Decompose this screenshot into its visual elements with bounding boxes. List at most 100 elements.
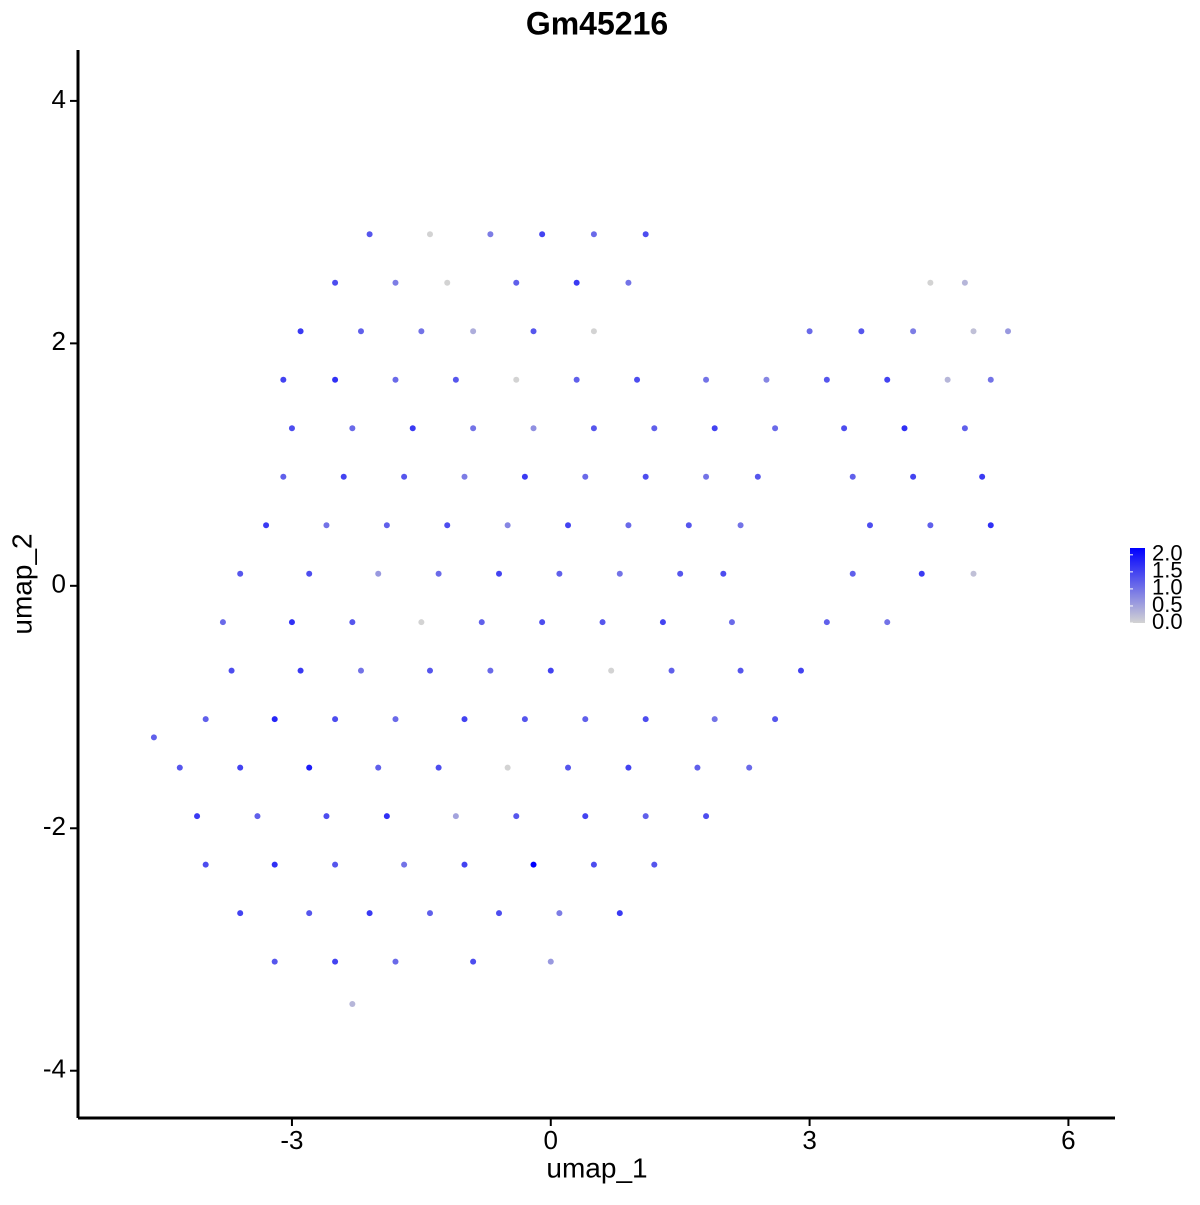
cell-point — [470, 958, 477, 965]
cell-point — [582, 473, 589, 480]
cell-point — [634, 376, 641, 383]
cell-point — [392, 958, 399, 965]
cell-point — [797, 667, 804, 674]
cell-point — [263, 522, 270, 529]
cell-point — [392, 376, 399, 383]
cell-point — [979, 473, 986, 480]
cell-point — [711, 425, 718, 432]
cell-point — [176, 764, 183, 771]
chart-title: Gm45216 — [526, 5, 668, 41]
color-bar — [1130, 548, 1145, 623]
cell-point — [866, 522, 873, 529]
cell-point — [961, 279, 968, 286]
cell-point — [340, 473, 347, 480]
color-bar-label: 0.0 — [1152, 609, 1183, 634]
cell-point — [590, 425, 597, 432]
cell-point — [426, 667, 433, 674]
cell-point — [401, 473, 408, 480]
cell-point — [703, 376, 710, 383]
cell-point — [806, 328, 813, 335]
cell-point — [228, 667, 235, 674]
cell-point — [754, 473, 761, 480]
cell-point — [461, 473, 468, 480]
cell-point — [470, 328, 477, 335]
cell-point — [271, 958, 278, 965]
cell-point — [746, 764, 753, 771]
cell-point — [539, 619, 546, 626]
cell-point — [461, 861, 468, 868]
cell-point — [237, 570, 244, 577]
x-tick-label: 0 — [544, 1125, 558, 1155]
cell-point — [849, 473, 856, 480]
cell-point — [426, 231, 433, 238]
cell-point — [910, 328, 917, 335]
cell-point — [496, 570, 503, 577]
cell-point — [763, 376, 770, 383]
cell-point — [332, 279, 339, 286]
cell-point — [659, 619, 666, 626]
cell-point — [452, 813, 459, 820]
color-bar-label: 2.0 — [1152, 541, 1183, 566]
cell-point — [202, 861, 209, 868]
y-tick-label: 4 — [52, 84, 66, 114]
cell-point — [521, 473, 528, 480]
cell-point — [918, 570, 925, 577]
cell-point — [927, 279, 934, 286]
cell-point — [392, 279, 399, 286]
cell-point — [625, 764, 632, 771]
cell-point — [590, 861, 597, 868]
cell-point — [435, 764, 442, 771]
y-tick-label: -2 — [43, 811, 66, 841]
cell-point — [530, 861, 537, 868]
cell-point — [616, 910, 623, 917]
cell-point — [823, 619, 830, 626]
cell-point — [642, 473, 649, 480]
cell-point — [426, 910, 433, 917]
cell-point — [961, 425, 968, 432]
cell-point — [737, 522, 744, 529]
cell-point — [927, 522, 934, 529]
cell-point — [521, 716, 528, 723]
cell-point — [711, 716, 718, 723]
cell-point — [280, 473, 287, 480]
cell-point — [694, 764, 701, 771]
cell-point — [349, 1001, 356, 1008]
cell-point — [461, 716, 468, 723]
cell-point — [297, 328, 304, 335]
cell-point — [349, 619, 356, 626]
cell-point — [616, 570, 623, 577]
cell-point — [470, 425, 477, 432]
cell-point — [366, 231, 373, 238]
cell-point — [703, 473, 710, 480]
cell-point — [685, 522, 692, 529]
cell-point — [219, 619, 226, 626]
cell-point — [444, 522, 451, 529]
cell-point — [651, 861, 658, 868]
cell-point — [642, 813, 649, 820]
cell-point — [970, 328, 977, 335]
cell-point — [987, 522, 994, 529]
cell-point — [884, 619, 891, 626]
cell-point — [332, 716, 339, 723]
cell-point — [306, 910, 313, 917]
cell-point — [435, 570, 442, 577]
cell-point — [375, 764, 382, 771]
cell-point — [280, 376, 287, 383]
cell-point — [504, 522, 511, 529]
cell-point — [1005, 328, 1012, 335]
cell-point — [288, 425, 295, 432]
cell-point — [496, 910, 503, 917]
x-axis-title: umap_1 — [546, 1152, 647, 1183]
cell-point — [556, 910, 563, 917]
cell-point — [254, 813, 261, 820]
cell-point — [418, 619, 425, 626]
color-bar-label: 1.5 — [1152, 558, 1183, 583]
cell-point — [357, 328, 364, 335]
x-tick-label: 3 — [802, 1125, 816, 1155]
cell-point — [332, 958, 339, 965]
y-tick-label: -4 — [43, 1054, 66, 1084]
cell-point — [608, 667, 615, 674]
cell-point — [375, 570, 382, 577]
cell-point — [487, 667, 494, 674]
y-tick-label: 2 — [52, 326, 66, 356]
